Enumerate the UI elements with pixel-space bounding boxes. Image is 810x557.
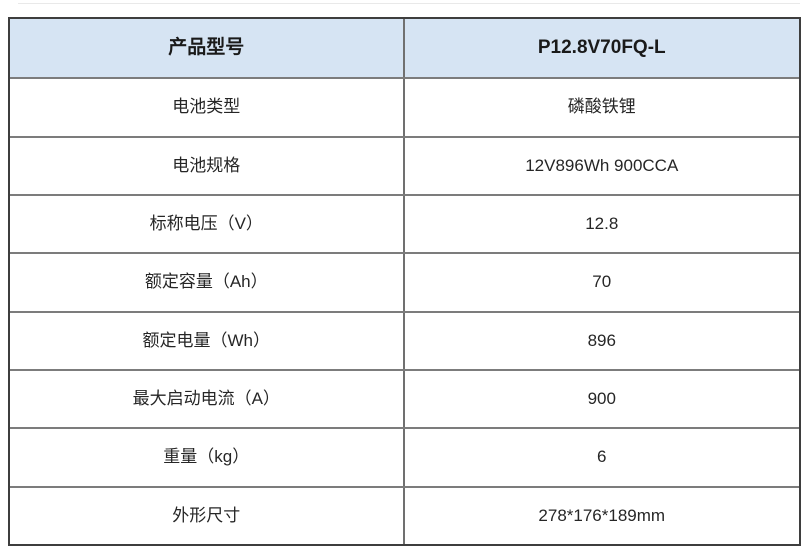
- header-label-product-model: 产品型号: [10, 19, 405, 78]
- page-top-divider: [18, 3, 800, 4]
- table-row: 额定容量（Ah） 70: [10, 252, 799, 311]
- spec-label-rated-capacity: 额定容量（Ah）: [10, 254, 405, 311]
- spec-value-rated-capacity: 70: [592, 272, 612, 292]
- table-row: 外形尺寸 278*176*189mm: [10, 485, 799, 544]
- spec-value-weight: 6: [597, 447, 607, 467]
- table-row: 电池类型 磷酸铁锂: [10, 77, 799, 136]
- spec-label-dimensions: 外形尺寸: [10, 487, 405, 544]
- table-header-row: 产品型号 P12.8V70FQ-L: [10, 19, 799, 78]
- spec-label-weight: 重量（kg）: [10, 429, 405, 486]
- table-row: 额定电量（Wh） 896: [10, 310, 799, 369]
- spec-label-rated-energy: 额定电量（Wh）: [10, 312, 405, 369]
- spec-label-max-starting-current: 最大启动电流（A）: [10, 370, 405, 428]
- table-row: 电池规格 12V896Wh 900CCA: [10, 135, 799, 194]
- product-spec-table: 产品型号 P12.8V70FQ-L 电池类型 磷酸铁锂 电池规格 12V896W…: [8, 17, 801, 546]
- table-row: 重量（kg） 6: [10, 427, 799, 486]
- spec-value-dimensions: 278*176*189mm: [538, 505, 666, 525]
- table-row: 标称电压（V） 12.8: [10, 193, 799, 253]
- spec-value-battery-type: 磷酸铁锂: [567, 97, 636, 117]
- spec-label-nominal-voltage: 标称电压（V）: [10, 195, 405, 253]
- spec-label-battery-spec: 电池规格: [10, 137, 405, 194]
- table-row: 最大启动电流（A） 900: [10, 368, 799, 428]
- spec-value-nominal-voltage: 12.8: [585, 213, 619, 233]
- header-value-model-number: P12.8V70FQ-L: [537, 36, 666, 58]
- spec-value-rated-energy: 896: [587, 330, 616, 350]
- spec-label-battery-type: 电池类型: [10, 79, 405, 136]
- spec-value-max-starting-current: 900: [587, 388, 616, 408]
- spec-value-battery-spec: 12V896Wh 900CCA: [525, 155, 679, 175]
